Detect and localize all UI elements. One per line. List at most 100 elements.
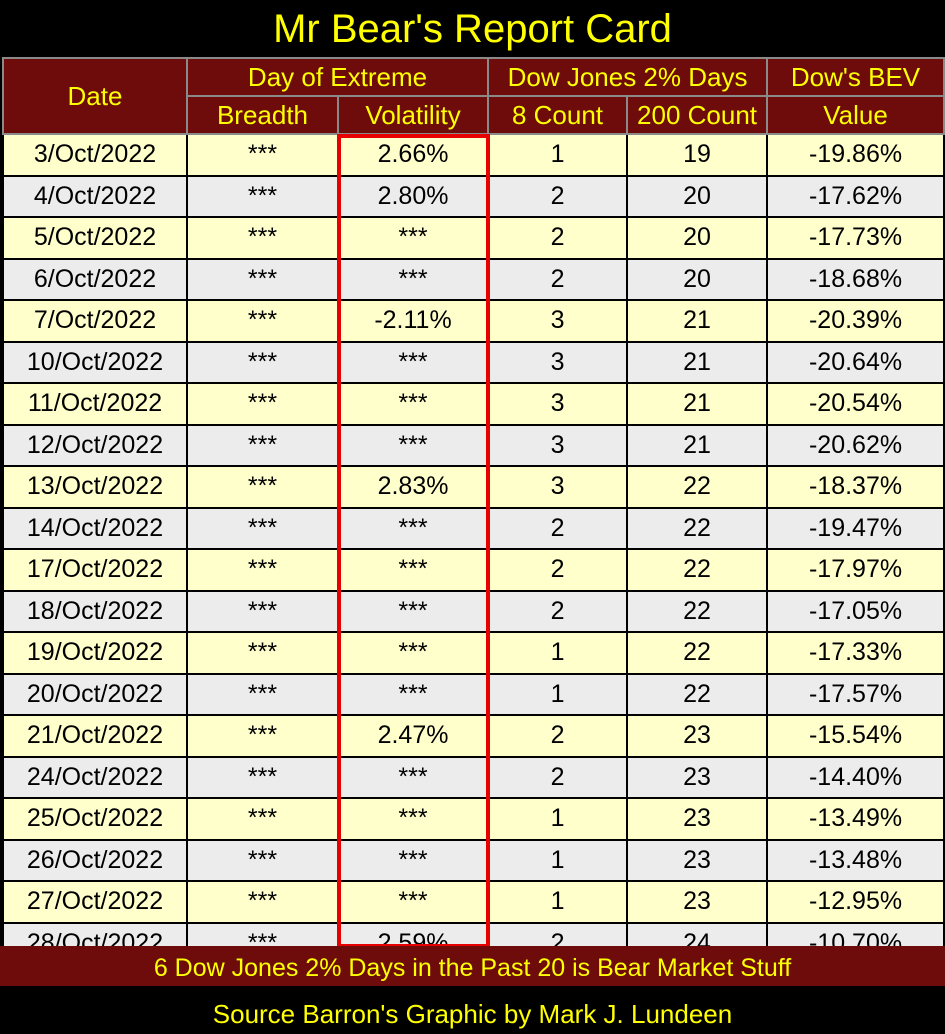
cell-200-count: 22 <box>626 548 769 592</box>
cell-200-count: 21 <box>626 423 769 467</box>
cell-200-count: 20 <box>626 257 769 301</box>
cell-8-count: 3 <box>487 299 629 343</box>
cell-200-count: 22 <box>626 506 769 550</box>
cell-date: 11/Oct/2022 <box>2 382 188 426</box>
cell-200-count: 21 <box>626 299 769 343</box>
header-bev-value: Value <box>766 95 945 135</box>
cell-8-count: 3 <box>487 382 629 426</box>
cell-volatility: *** <box>336 340 490 384</box>
cell-8-count: 1 <box>487 838 629 882</box>
cell-date: 3/Oct/2022 <box>2 133 188 177</box>
cell-8-count: 1 <box>487 672 629 716</box>
cell-8-count: 2 <box>487 257 629 301</box>
table-row: 17/Oct/2022 *** *** 2 22 -17.97% <box>2 548 945 592</box>
cell-date: 25/Oct/2022 <box>2 797 188 841</box>
table-row: 4/Oct/2022 *** 2.80% 2 20 -17.62% <box>2 174 945 218</box>
cell-bev-value: -20.64% <box>766 340 945 384</box>
cell-breadth: *** <box>186 548 339 592</box>
cell-date: 12/Oct/2022 <box>2 423 188 467</box>
cell-200-count: 21 <box>626 340 769 384</box>
cell-date: 21/Oct/2022 <box>2 714 188 758</box>
cell-breadth: *** <box>186 589 339 633</box>
source-credit: Source Barron's Graphic by Mark J. Lunde… <box>212 999 733 1029</box>
table-row: 26/Oct/2022 *** *** 1 23 -13.48% <box>2 838 945 882</box>
cell-date: 13/Oct/2022 <box>2 465 188 509</box>
cell-breadth: *** <box>186 340 339 384</box>
table-row: 18/Oct/2022 *** *** 2 22 -17.05% <box>2 589 945 633</box>
cell-breadth: *** <box>186 797 339 841</box>
cell-8-count: 1 <box>487 631 629 675</box>
cell-8-count: 3 <box>487 340 629 384</box>
cell-volatility: *** <box>336 506 490 550</box>
cell-volatility: *** <box>336 548 490 592</box>
table-row: 5/Oct/2022 *** *** 2 20 -17.73% <box>2 216 945 260</box>
cell-200-count: 23 <box>626 880 769 924</box>
cell-8-count: 2 <box>487 714 629 758</box>
table-row: 25/Oct/2022 *** *** 1 23 -13.49% <box>2 797 945 841</box>
cell-volatility: *** <box>336 755 490 799</box>
cell-date: 24/Oct/2022 <box>2 755 188 799</box>
cell-breadth: *** <box>186 880 339 924</box>
cell-bev-value: -19.47% <box>766 506 945 550</box>
cell-8-count: 2 <box>487 548 629 592</box>
cell-200-count: 22 <box>626 465 769 509</box>
cell-200-count: 22 <box>626 589 769 633</box>
table-row: 7/Oct/2022 *** -2.11% 3 21 -20.39% <box>2 299 945 343</box>
cell-8-count: 2 <box>487 506 629 550</box>
cell-bev-value: -18.68% <box>766 257 945 301</box>
cell-8-count: 2 <box>487 755 629 799</box>
cell-volatility: 2.47% <box>336 714 490 758</box>
cell-bev-value: -20.62% <box>766 423 945 467</box>
cell-volatility: 2.80% <box>336 174 490 218</box>
header-breadth: Breadth <box>186 95 339 135</box>
cell-200-count: 23 <box>626 714 769 758</box>
cell-breadth: *** <box>186 216 339 260</box>
header-volatility: Volatility <box>336 95 490 135</box>
cell-breadth: *** <box>186 672 339 716</box>
cell-bev-value: -17.33% <box>766 631 945 675</box>
cell-volatility: 2.83% <box>336 465 490 509</box>
cell-bev-value: -13.49% <box>766 797 945 841</box>
cell-200-count: 22 <box>626 672 769 716</box>
table-row: 21/Oct/2022 *** 2.47% 2 23 -15.54% <box>2 714 945 758</box>
table-row: 20/Oct/2022 *** *** 1 22 -17.57% <box>2 672 945 716</box>
table-row: 24/Oct/2022 *** *** 2 23 -14.40% <box>2 755 945 799</box>
cell-bev-value: -17.05% <box>766 589 945 633</box>
chart-title: Mr Bear's Report Card <box>273 7 672 51</box>
cell-200-count: 23 <box>626 838 769 882</box>
header-8-count: 8 Count <box>487 95 629 135</box>
cell-date: 6/Oct/2022 <box>2 257 188 301</box>
cell-bev-value: -13.48% <box>766 838 945 882</box>
cell-volatility: *** <box>336 631 490 675</box>
cell-volatility: *** <box>336 216 490 260</box>
cell-200-count: 20 <box>626 216 769 260</box>
table-row: 10/Oct/2022 *** *** 3 21 -20.64% <box>2 340 945 384</box>
cell-volatility: *** <box>336 797 490 841</box>
cell-volatility: *** <box>336 880 490 924</box>
cell-200-count: 21 <box>626 382 769 426</box>
cell-200-count: 22 <box>626 631 769 675</box>
cell-date: 18/Oct/2022 <box>2 589 188 633</box>
cell-8-count: 3 <box>487 465 629 509</box>
table-row: 27/Oct/2022 *** *** 1 23 -12.95% <box>2 880 945 924</box>
cell-volatility: *** <box>336 257 490 301</box>
footnote-banner: 6 Dow Jones 2% Days in the Past 20 is Be… <box>0 946 945 986</box>
table-body: 3/Oct/2022 *** 2.66% 1 19 -19.86% 4/Oct/2022 **… <box>2 133 945 965</box>
cell-bev-value: -20.54% <box>766 382 945 426</box>
cell-bev-value: -12.95% <box>766 880 945 924</box>
cell-breadth: *** <box>186 465 339 509</box>
cell-volatility: *** <box>336 838 490 882</box>
cell-volatility: -2.11% <box>336 299 490 343</box>
cell-200-count: 20 <box>626 174 769 218</box>
header-200-count: 200 Count <box>626 95 769 135</box>
cell-breadth: *** <box>186 174 339 218</box>
cell-8-count: 2 <box>487 589 629 633</box>
cell-bev-value: -15.54% <box>766 714 945 758</box>
cell-bev-value: -14.40% <box>766 755 945 799</box>
cell-date: 5/Oct/2022 <box>2 216 188 260</box>
cell-8-count: 1 <box>487 133 629 177</box>
table-row: 11/Oct/2022 *** *** 3 21 -20.54% <box>2 382 945 426</box>
cell-date: 26/Oct/2022 <box>2 838 188 882</box>
cell-volatility: *** <box>336 382 490 426</box>
cell-200-count: 23 <box>626 755 769 799</box>
